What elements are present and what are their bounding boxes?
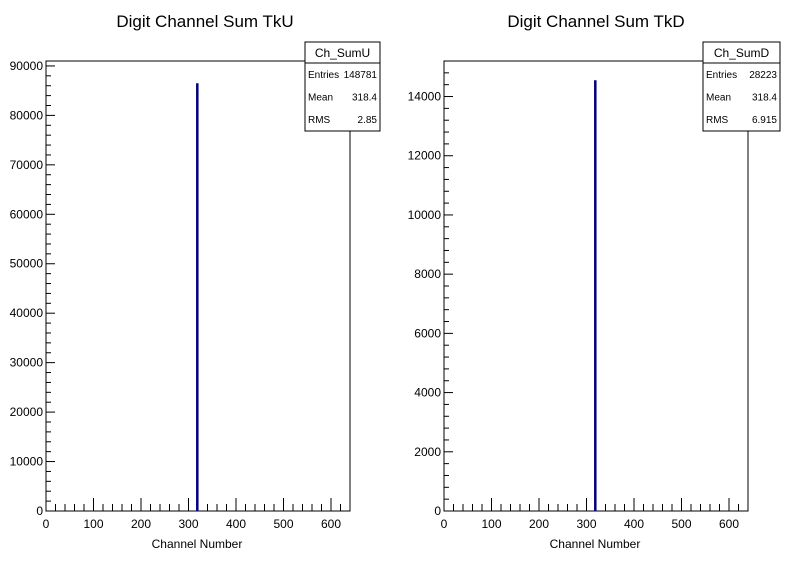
histogram-pad-2: Digit Channel Sum TkD0200040006000800010… <box>408 12 781 551</box>
x-tick-label: 200 <box>529 517 549 531</box>
y-tick-label: 14000 <box>408 90 442 104</box>
stats-box-frame <box>304 41 381 132</box>
stats-box-frame <box>702 41 781 132</box>
stats-row-value: 2.85 <box>358 115 378 126</box>
stats-box: Ch_SumU Entries 148781 Mean 318.4 RMS 2.85 <box>304 41 381 132</box>
x-tick-label: 0 <box>43 517 50 531</box>
x-tick-label: 500 <box>671 517 691 531</box>
x-tick-label: 300 <box>576 517 596 531</box>
x-tick-label: 200 <box>131 517 151 531</box>
chart-title: Digit Channel Sum TkU <box>116 12 293 31</box>
stats-box-name: Ch_SumU <box>315 46 370 60</box>
y-tick-label: 20000 <box>10 405 44 419</box>
stats-row-label: Mean <box>308 93 333 104</box>
x-tick-label: 400 <box>624 517 644 531</box>
x-tick-label: 500 <box>273 517 293 531</box>
y-tick-label: 90000 <box>10 59 44 73</box>
x-tick-label: 600 <box>719 517 739 531</box>
y-tick-label: 70000 <box>10 158 44 172</box>
stats-row-label: Entries <box>308 70 339 81</box>
stats-box-name: Ch_SumD <box>714 46 770 60</box>
y-tick-label: 50000 <box>10 257 44 271</box>
y-tick-label: 2000 <box>414 445 441 459</box>
y-tick-label: 40000 <box>10 306 44 320</box>
y-tick-label: 60000 <box>10 207 44 221</box>
chart-title: Digit Channel Sum TkD <box>507 12 684 31</box>
x-tick-label: 0 <box>441 517 448 531</box>
y-tick-label: 10000 <box>408 208 442 222</box>
x-axis-label: Channel Number <box>550 537 641 551</box>
y-tick-label: 80000 <box>10 108 44 122</box>
histogram-bar <box>594 80 597 512</box>
x-tick-label: 100 <box>83 517 103 531</box>
y-tick-label: 30000 <box>10 356 44 370</box>
stats-row-value: 318.4 <box>752 93 777 104</box>
x-axis-label: Channel Number <box>152 537 243 551</box>
histogram-pad-1: Digit Channel Sum TkU 0 10000 20000 30000 400… <box>10 12 381 551</box>
stats-row-label: Mean <box>706 93 731 104</box>
stats-row-value: 28223 <box>749 70 777 81</box>
stats-box: Ch_SumD Entries 28223 Mean 318.4 RMS 6.915 <box>702 41 781 132</box>
stats-row-label: Entries <box>706 70 737 81</box>
y-tick-label: 4000 <box>414 386 441 400</box>
stats-row-value: 148781 <box>344 70 378 81</box>
x-tick-label: 400 <box>226 517 246 531</box>
stats-row-label: RMS <box>308 115 331 126</box>
histogram-bar <box>196 83 199 511</box>
y-tick-label: 8000 <box>414 267 441 281</box>
stats-row-value: 6.915 <box>752 115 777 126</box>
x-tick-label: 300 <box>178 517 198 531</box>
y-tick-label: 10000 <box>10 455 44 469</box>
x-tick-label: 600 <box>321 517 341 531</box>
y-tick-label: 0 <box>36 504 43 518</box>
stats-row-label: RMS <box>706 115 729 126</box>
y-tick-label: 0 <box>434 504 441 518</box>
y-tick-label: 6000 <box>414 326 441 340</box>
stats-row-value: 318.4 <box>352 93 377 104</box>
y-tick-label: 12000 <box>408 149 442 163</box>
x-tick-label: 100 <box>481 517 501 531</box>
